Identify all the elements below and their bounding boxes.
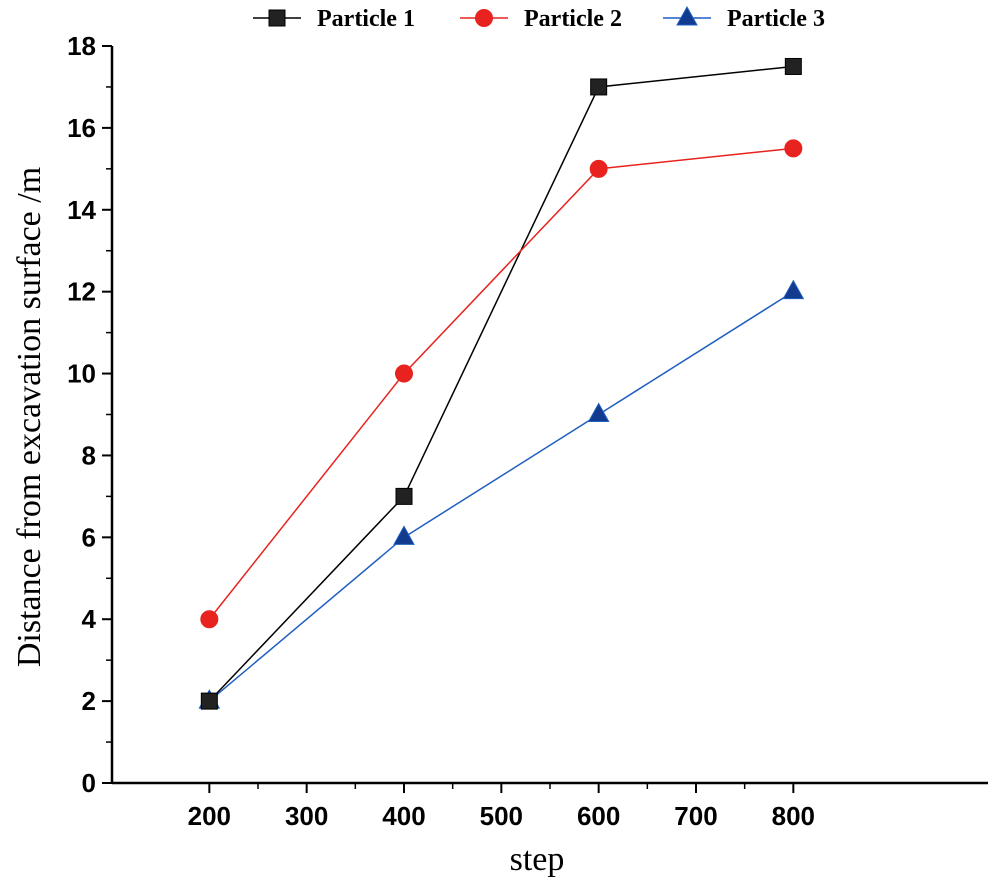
particle-1-line bbox=[208, 65, 794, 702]
y-tick-label: 0 bbox=[82, 768, 96, 798]
legend-particle-1-marker bbox=[268, 9, 286, 27]
legend: Particle 1 Particle 2 Particle 3 bbox=[253, 5, 825, 32]
particle-2-line bbox=[208, 147, 794, 620]
particle-3-point bbox=[393, 525, 415, 545]
particle-3-point bbox=[782, 279, 805, 300]
x-tick-label: 400 bbox=[382, 801, 425, 831]
y-tick-label: 8 bbox=[82, 440, 96, 470]
y-tick-label: 16 bbox=[67, 113, 96, 143]
legend-particle-2-marker bbox=[475, 9, 493, 27]
y-tick-label: 10 bbox=[67, 359, 96, 389]
particle-1-point bbox=[590, 78, 608, 96]
x-tick-label: 800 bbox=[772, 801, 815, 831]
particle-2-point bbox=[589, 159, 608, 178]
particle-1-point bbox=[784, 57, 802, 75]
particle-2-point bbox=[395, 364, 413, 383]
particle-1-point bbox=[395, 487, 413, 505]
particle-3-point bbox=[587, 402, 610, 422]
y-axis-ticks: 0 2 4 6 8 10 12 14 16 18 bbox=[67, 31, 112, 798]
y-tick-label: 2 bbox=[82, 686, 96, 716]
x-tick-label: 200 bbox=[188, 801, 231, 831]
x-tick-label: 700 bbox=[674, 801, 717, 831]
y-tick-label: 6 bbox=[82, 522, 96, 552]
particle-2-point bbox=[784, 139, 803, 158]
x-tick-label: 300 bbox=[285, 801, 328, 831]
legend-label: Particle 1 bbox=[317, 6, 415, 32]
legend-label: Particle 3 bbox=[727, 6, 825, 32]
y-tick-label: 12 bbox=[67, 277, 96, 307]
legend-particle-3-marker bbox=[676, 5, 698, 26]
y-tick-label: 4 bbox=[82, 604, 97, 634]
particle-3-line bbox=[208, 291, 794, 702]
y-axis-label: Distance from excavation surface /m bbox=[11, 167, 48, 667]
y-tick-label: 18 bbox=[67, 31, 96, 61]
legend-label: Particle 2 bbox=[524, 6, 622, 32]
particle-2-point bbox=[200, 610, 219, 629]
x-tick-label: 600 bbox=[577, 801, 620, 831]
x-axis-label: step bbox=[510, 841, 565, 878]
y-tick-label: 14 bbox=[67, 195, 96, 225]
x-tick-label: 500 bbox=[480, 801, 523, 831]
x-axis-ticks: 200 300 400 500 600 700 800 bbox=[188, 783, 815, 831]
particle-1-point bbox=[200, 692, 218, 710]
series-markers bbox=[198, 57, 805, 710]
series-lines bbox=[208, 65, 794, 702]
